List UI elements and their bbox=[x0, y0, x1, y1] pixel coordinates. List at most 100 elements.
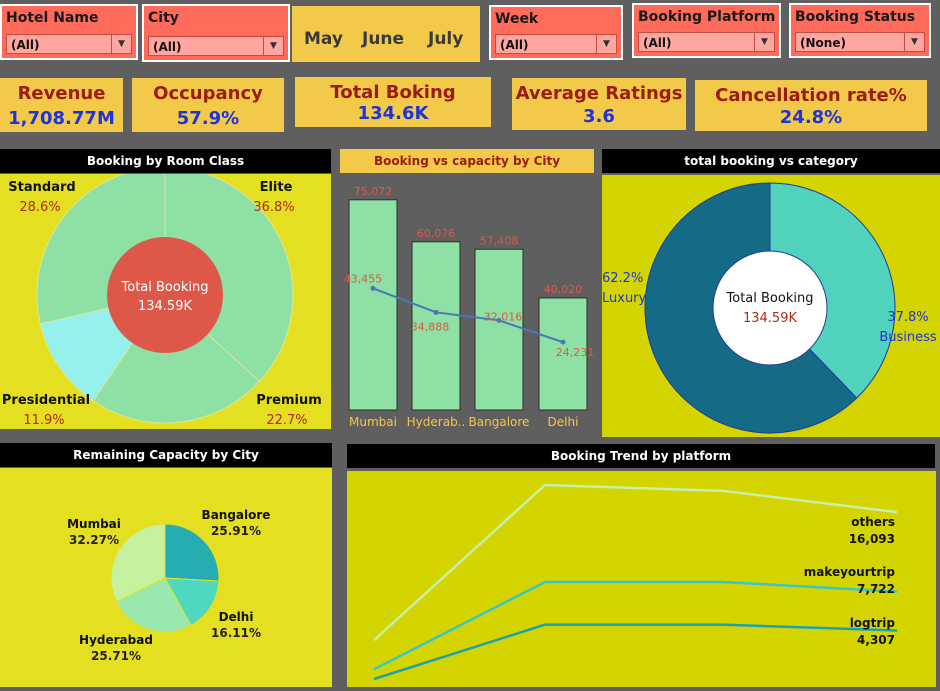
filter-hotel-name[interactable]: Hotel Name (All) ▼ bbox=[0, 4, 138, 60]
slice-label: Luxury bbox=[602, 291, 647, 306]
dropdown-value: (All) bbox=[11, 38, 40, 52]
week-dropdown[interactable]: (All) ▼ bbox=[495, 34, 617, 54]
filter-city[interactable]: City (All) ▼ bbox=[142, 4, 290, 62]
center-value: 134.59K bbox=[743, 311, 797, 326]
kpi-value: 134.6K bbox=[357, 103, 429, 124]
hotel-name-dropdown[interactable]: (All) ▼ bbox=[6, 34, 132, 54]
line-label: 24,231 bbox=[556, 346, 594, 359]
pie-slice-premium bbox=[92, 294, 261, 424]
trend-line-makeyourtrip bbox=[373, 580, 898, 671]
month-july[interactable]: July bbox=[428, 29, 464, 49]
pie-slice-hyderabad bbox=[115, 577, 192, 633]
month-selector: May June July bbox=[292, 6, 480, 62]
center-label: Total Booking bbox=[121, 280, 209, 295]
chevron-down-icon[interactable]: ▼ bbox=[754, 33, 774, 51]
slice-label: Standard bbox=[8, 180, 75, 195]
panel-title-category: total booking vs category bbox=[602, 149, 940, 173]
kpi-title: Total Boking bbox=[330, 82, 456, 103]
remaining-capacity-panel: Bangalore 25.91% Delhi 16.11% Hyderabad 25.71… bbox=[0, 468, 332, 687]
line-series bbox=[372, 287, 564, 344]
filter-label: Booking Status bbox=[795, 9, 916, 25]
series-value: 16,093 bbox=[849, 532, 895, 546]
pie-slice-delhi bbox=[164, 577, 220, 627]
panel-title-booking-capacity: Booking vs capacity by City bbox=[340, 149, 594, 173]
trend-line-logtrip bbox=[373, 623, 898, 681]
kpi-revenue: Revenue 1,708.77M bbox=[0, 78, 123, 132]
x-tick-label: Delhi bbox=[548, 415, 579, 429]
donut-slice-business bbox=[769, 182, 896, 399]
room-class-chart: Total Booking 134.59K Elite 36.8% Premium 22.… bbox=[2, 166, 322, 428]
line-point bbox=[433, 309, 439, 315]
bar-0 bbox=[348, 199, 398, 411]
filter-week[interactable]: Week (All) ▼ bbox=[489, 5, 623, 60]
kpi-value: 57.9% bbox=[176, 108, 240, 129]
category-panel: Total Booking 134.59K 37.8% Business 62.2% Lu… bbox=[602, 175, 940, 437]
slice-percent: 16.11% bbox=[211, 626, 261, 640]
slice-label: Hyderabad bbox=[79, 633, 153, 647]
trend-chart: others 16,093 makeyourtrip 7,722 logtrip 4,30… bbox=[373, 483, 898, 681]
dropdown-value: (None) bbox=[800, 36, 846, 50]
pie-slice-bangalore bbox=[164, 523, 220, 582]
line-label: 32,016 bbox=[484, 310, 523, 323]
series-value: 7,722 bbox=[857, 582, 895, 596]
slice-percent: 22.7% bbox=[266, 413, 307, 428]
slice-label: Elite bbox=[260, 180, 293, 195]
bar-3 bbox=[538, 297, 588, 411]
slice-percent: 32.27% bbox=[69, 533, 119, 547]
kpi-title: Occupancy bbox=[153, 83, 263, 104]
dropdown-value: (All) bbox=[153, 40, 182, 54]
room-class-panel: Total Booking 134.59K Elite 36.8% Premium 22.… bbox=[0, 166, 331, 429]
kpi-title: Cancellation rate% bbox=[715, 85, 907, 106]
booking-platform-dropdown[interactable]: (All) ▼ bbox=[638, 32, 775, 52]
line-point bbox=[496, 317, 502, 323]
chevron-down-icon[interactable]: ▼ bbox=[904, 33, 924, 51]
line-label: 43,455 bbox=[344, 272, 383, 285]
kpi-title: Average Ratings bbox=[515, 83, 683, 104]
line-label: 34,888 bbox=[411, 320, 450, 333]
panel-title-trend: Booking Trend by platform bbox=[347, 444, 935, 468]
kpi-value: 1,708.77M bbox=[8, 108, 115, 129]
chevron-down-icon[interactable]: ▼ bbox=[596, 35, 616, 53]
chevron-down-icon[interactable]: ▼ bbox=[263, 37, 283, 55]
filter-booking-status[interactable]: Booking Status (None) ▼ bbox=[789, 3, 931, 58]
series-name: makeyourtrip bbox=[804, 565, 896, 579]
slice-label: Business bbox=[879, 330, 937, 345]
x-tick-label: Mumbai bbox=[349, 415, 397, 429]
x-tick-label: Bangalore bbox=[469, 415, 530, 429]
bar-2 bbox=[474, 248, 524, 411]
kpi-title: Revenue bbox=[17, 83, 106, 104]
kpi-occupancy: Occupancy 57.9% bbox=[132, 78, 284, 132]
center-value: 134.59K bbox=[138, 299, 192, 314]
month-june[interactable]: June bbox=[362, 29, 405, 49]
pie-slice-mumbai bbox=[110, 523, 166, 603]
bar-1 bbox=[411, 241, 461, 411]
panel-title-remaining-capacity: Remaining Capacity by City bbox=[0, 443, 332, 467]
trend-line-others bbox=[373, 483, 898, 642]
filter-label: City bbox=[148, 10, 179, 26]
filter-booking-platform[interactable]: Booking Platform (All) ▼ bbox=[632, 3, 781, 58]
center-circle bbox=[107, 237, 223, 353]
remaining-capacity-chart: Bangalore 25.91% Delhi 16.11% Hyderabad 25.71… bbox=[67, 508, 270, 663]
bar-label: 60,076 bbox=[417, 227, 456, 240]
filter-label: Booking Platform bbox=[638, 9, 776, 25]
booking-capacity-panel: 75,072 Mumbai 60,076 Hyderab.. 57,408 Bangalo… bbox=[340, 174, 594, 432]
slice-percent: 37.8% bbox=[887, 310, 928, 325]
kpi-cancellation-rate: Cancellation rate% 24.8% bbox=[695, 80, 927, 131]
filter-label: Hotel Name bbox=[6, 10, 99, 26]
booking-capacity-chart: 75,072 Mumbai 60,076 Hyderab.. 57,408 Bangalo… bbox=[344, 185, 595, 429]
booking-status-dropdown[interactable]: (None) ▼ bbox=[795, 32, 925, 52]
center-circle bbox=[712, 250, 828, 366]
city-dropdown[interactable]: (All) ▼ bbox=[148, 36, 284, 56]
chevron-down-icon[interactable]: ▼ bbox=[111, 35, 131, 53]
slice-label: Premium bbox=[256, 393, 322, 408]
slice-percent: 25.91% bbox=[211, 524, 261, 538]
panel-title-room-class: Booking by Room Class bbox=[0, 149, 331, 173]
bar-label: 40,020 bbox=[544, 283, 583, 296]
series-name: logtrip bbox=[850, 616, 896, 630]
category-chart: Total Booking 134.59K 37.8% Business 62.2% Lu… bbox=[602, 182, 937, 434]
filter-label: Week bbox=[495, 11, 539, 27]
series-value: 4,307 bbox=[857, 633, 895, 647]
month-may[interactable]: May bbox=[304, 29, 343, 49]
slice-percent: 36.8% bbox=[253, 200, 294, 215]
kpi-value: 3.6 bbox=[583, 106, 615, 127]
